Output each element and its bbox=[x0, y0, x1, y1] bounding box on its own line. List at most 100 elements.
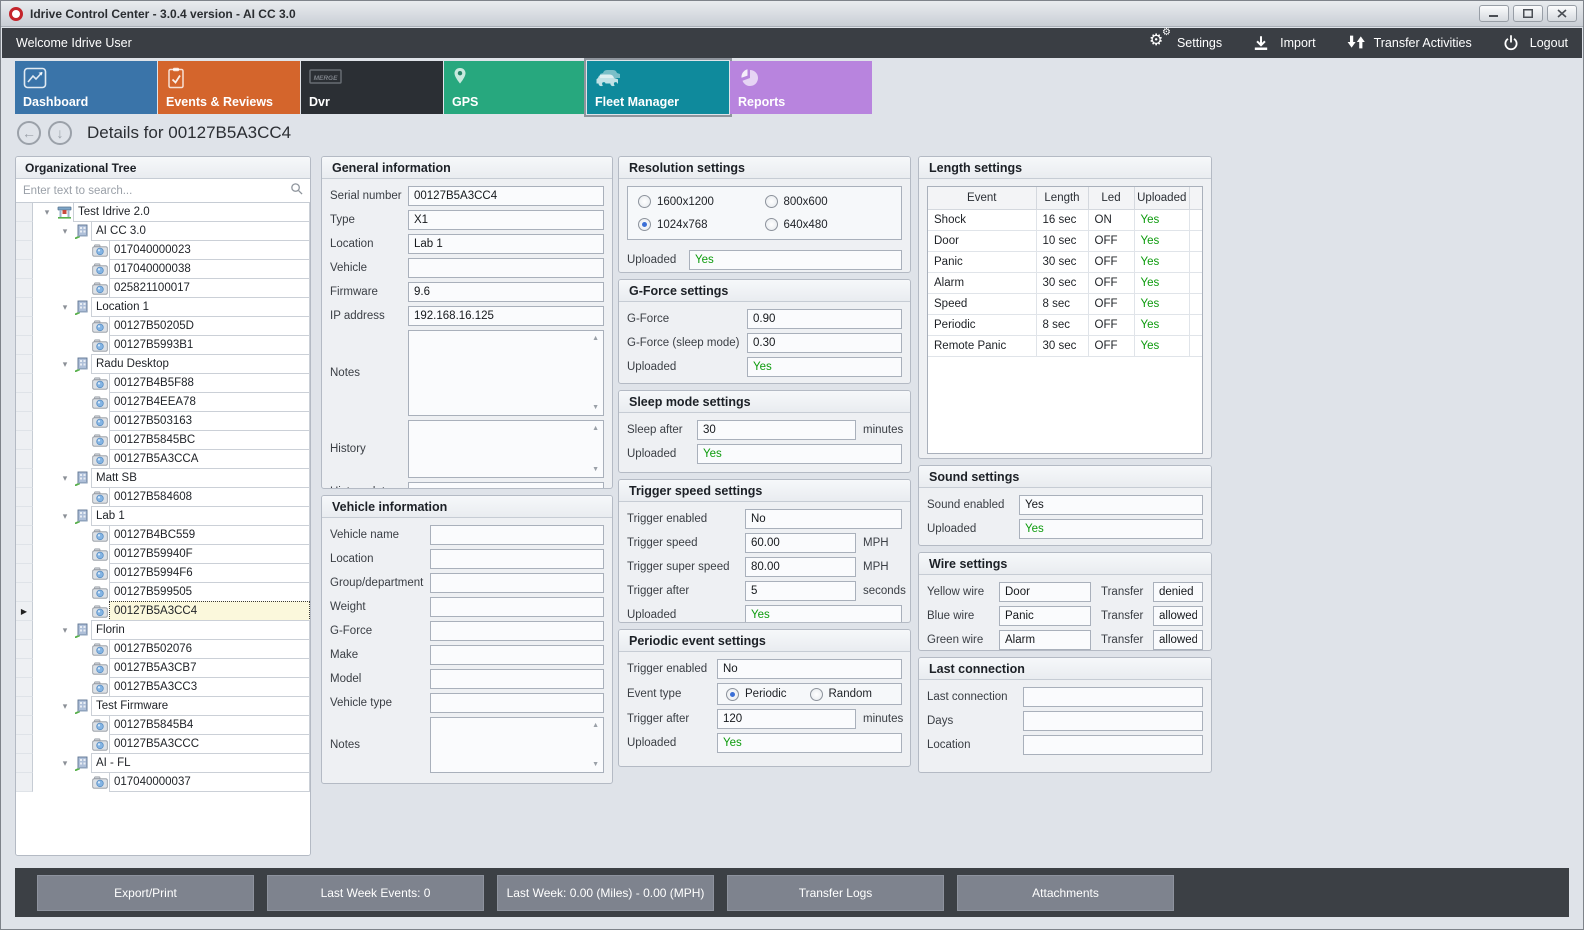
trigger-enabled-input[interactable] bbox=[745, 509, 902, 529]
tab-dashboard[interactable]: Dashboard bbox=[15, 61, 157, 114]
trigger-after-input[interactable] bbox=[717, 709, 856, 729]
tree-node-00127b599505[interactable]: 00127B599505 bbox=[16, 583, 310, 602]
location-input[interactable] bbox=[408, 234, 604, 254]
radio-option-periodic[interactable]: Periodic bbox=[726, 688, 810, 701]
blue-wire-transfer-input[interactable] bbox=[1153, 606, 1203, 626]
serial-number-input[interactable] bbox=[408, 186, 604, 206]
tree-node-00127b5a3ccc[interactable]: 00127B5A3CCC bbox=[16, 735, 310, 754]
location-input[interactable] bbox=[430, 549, 604, 569]
notes-textarea[interactable]: ▲▼ bbox=[430, 717, 604, 773]
expand-arrow-icon[interactable]: ▾ bbox=[57, 754, 73, 773]
tree-node-00127b502076[interactable]: 00127B502076 bbox=[16, 640, 310, 659]
back-button[interactable]: ← bbox=[17, 121, 41, 145]
sound-enabled-input[interactable] bbox=[1019, 495, 1203, 515]
tree-node-location-1[interactable]: ▾Location 1 bbox=[16, 298, 310, 317]
tree-node-00127b50205d[interactable]: 00127B50205D bbox=[16, 317, 310, 336]
tab-reports[interactable]: Reports bbox=[730, 61, 872, 114]
trigger-after-input[interactable] bbox=[745, 581, 856, 601]
tree-node-00127b5993b1[interactable]: 00127B5993B1 bbox=[16, 336, 310, 355]
vehicle-name-input[interactable] bbox=[430, 525, 604, 545]
history-textarea[interactable]: ▲▼ bbox=[408, 420, 604, 478]
expand-arrow-icon[interactable]: ▾ bbox=[57, 697, 73, 716]
blue-wire-input[interactable] bbox=[999, 606, 1091, 626]
attachments-button[interactable]: Attachments bbox=[957, 875, 1174, 911]
yellow-wire-transfer-input[interactable] bbox=[1153, 582, 1203, 602]
tree-node-test-firmware[interactable]: ▾Test Firmware bbox=[16, 697, 310, 716]
expand-arrow-icon[interactable]: ▾ bbox=[57, 355, 73, 374]
export-print-button[interactable]: Export/Print bbox=[37, 875, 254, 911]
expand-arrow-icon[interactable]: ▾ bbox=[57, 298, 73, 317]
radio-option-640x480[interactable]: 640x480 bbox=[765, 218, 892, 231]
notes-textarea[interactable]: ▲▼ bbox=[408, 330, 604, 416]
history-date-input[interactable] bbox=[408, 482, 604, 489]
radio-periodic-selected[interactable] bbox=[726, 688, 739, 701]
type-input[interactable] bbox=[408, 210, 604, 230]
expand-arrow-icon[interactable]: ▾ bbox=[57, 222, 73, 241]
model-input[interactable] bbox=[430, 669, 604, 689]
trigger-enabled-input[interactable] bbox=[717, 659, 902, 679]
green-wire-input[interactable] bbox=[999, 630, 1091, 650]
radio-option-1600x1200[interactable]: 1600x1200 bbox=[638, 195, 765, 208]
toolbar-logout-button[interactable]: Logout bbox=[1502, 34, 1568, 52]
minimize-button[interactable] bbox=[1479, 5, 1509, 22]
firmware-input[interactable] bbox=[408, 282, 604, 302]
tab-dvr[interactable]: MERGEDvr bbox=[301, 61, 443, 114]
tree-node-00127b5845b4[interactable]: 00127B5845B4 bbox=[16, 716, 310, 735]
toolbar-settings-button[interactable]: ⚙⚙Settings bbox=[1149, 34, 1222, 52]
tree-node-00127b503163[interactable]: 00127B503163 bbox=[16, 412, 310, 431]
trigger-speed-input[interactable] bbox=[745, 533, 856, 553]
tree-node-00127b5a3cb7[interactable]: 00127B5A3CB7 bbox=[16, 659, 310, 678]
tree-node-test-idrive-2-0[interactable]: ▾Test Idrive 2.0 bbox=[16, 203, 310, 222]
tree-node-00127b5845bc[interactable]: 00127B5845BC bbox=[16, 431, 310, 450]
tree-node-florin[interactable]: ▾Florin bbox=[16, 621, 310, 640]
tree-node-025821100017[interactable]: 025821100017 bbox=[16, 279, 310, 298]
tab-gps[interactable]: GPS bbox=[444, 61, 586, 114]
expand-arrow-icon[interactable]: ▾ bbox=[39, 203, 55, 222]
tree-node-00127b5994f6[interactable]: 00127B5994F6 bbox=[16, 564, 310, 583]
radio-1024x768-selected[interactable] bbox=[638, 218, 651, 231]
expand-arrow-icon[interactable]: ▾ bbox=[57, 621, 73, 640]
toolbar-transfer-activities-button[interactable]: Transfer Activities bbox=[1346, 34, 1472, 52]
scroll-down-button[interactable]: ↓ bbox=[48, 121, 72, 145]
radio-option-random[interactable]: Random bbox=[810, 688, 894, 701]
sleep-after-input[interactable] bbox=[697, 420, 856, 440]
g-force-input[interactable] bbox=[747, 309, 902, 329]
make-input[interactable] bbox=[430, 645, 604, 665]
tree-node-ai-fl[interactable]: ▾AI - FL bbox=[16, 754, 310, 773]
tree-node-00127b59940f[interactable]: 00127B59940F bbox=[16, 545, 310, 564]
trigger-super-speed-input[interactable] bbox=[745, 557, 856, 577]
radio-640x480[interactable] bbox=[765, 218, 778, 231]
ip-address-input[interactable] bbox=[408, 306, 604, 326]
tree-node-ai-cc-3-0[interactable]: ▾AI CC 3.0 bbox=[16, 222, 310, 241]
vehicle-type-input[interactable] bbox=[430, 693, 604, 713]
tree-node-00127b5a3cca[interactable]: 00127B5A3CCA bbox=[16, 450, 310, 469]
tree-node-017040000038[interactable]: 017040000038 bbox=[16, 260, 310, 279]
close-button[interactable] bbox=[1547, 5, 1577, 22]
g-force-sleep-mode-input[interactable] bbox=[747, 333, 902, 353]
tree-node-00127b5a3cc4[interactable]: ▶00127B5A3CC4 bbox=[16, 602, 310, 621]
tree-node-00127b4eea78[interactable]: 00127B4EEA78 bbox=[16, 393, 310, 412]
tree-node-lab-1[interactable]: ▾Lab 1 bbox=[16, 507, 310, 526]
location-input[interactable] bbox=[1023, 735, 1203, 755]
last-week-events-0-button[interactable]: Last Week Events: 0 bbox=[267, 875, 484, 911]
tree-search-input[interactable] bbox=[23, 185, 290, 197]
group-department-input[interactable] bbox=[430, 573, 604, 593]
radio-option-1024x768[interactable]: 1024x768 bbox=[638, 218, 765, 231]
maximize-button[interactable] bbox=[1513, 5, 1543, 22]
tree-node-matt-sb[interactable]: ▾Matt SB bbox=[16, 469, 310, 488]
tree-node-00127b5a3cc3[interactable]: 00127B5A3CC3 bbox=[16, 678, 310, 697]
toolbar-import-button[interactable]: Import bbox=[1252, 34, 1315, 52]
tree-node-017040000037[interactable]: 017040000037 bbox=[16, 773, 310, 792]
tree-node-017040000023[interactable]: 017040000023 bbox=[16, 241, 310, 260]
tree-node-00127b584608[interactable]: 00127B584608 bbox=[16, 488, 310, 507]
vehicle-input[interactable] bbox=[408, 258, 604, 278]
expand-arrow-icon[interactable]: ▾ bbox=[57, 507, 73, 526]
tab-fleet-manager[interactable]: Fleet Manager bbox=[587, 61, 729, 114]
g-force-input[interactable] bbox=[430, 621, 604, 641]
last-week-0-00-miles-0-00-mph-button[interactable]: Last Week: 0.00 (Miles) - 0.00 (MPH) bbox=[497, 875, 714, 911]
days-input[interactable] bbox=[1023, 711, 1203, 731]
yellow-wire-input[interactable] bbox=[999, 582, 1091, 602]
weight-input[interactable] bbox=[430, 597, 604, 617]
expand-arrow-icon[interactable]: ▾ bbox=[57, 469, 73, 488]
tab-events-reviews[interactable]: Events & Reviews bbox=[158, 61, 300, 114]
